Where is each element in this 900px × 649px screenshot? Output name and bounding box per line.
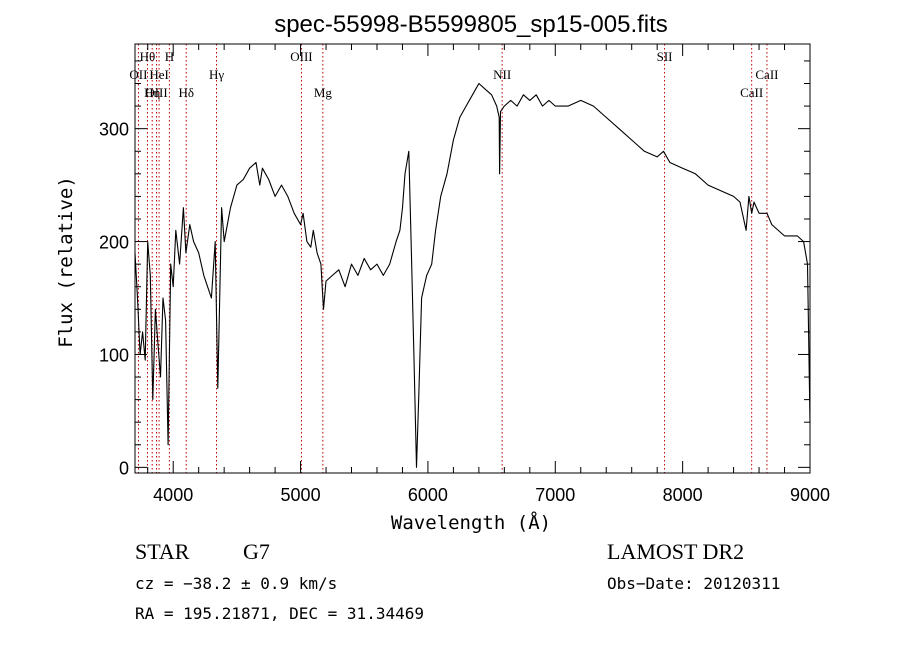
spectral-line-markers: Hθ OII OIII H Hη HeI Hδ Hγ OIII Mg NII SII CaII CaII (129, 44, 779, 473)
spectral-line-label: CaII (740, 85, 763, 100)
y-tick-label: 300 (99, 120, 129, 140)
x-tick-label: 4000 (153, 485, 193, 505)
x-tick-label: 5000 (281, 485, 321, 505)
spectral-line-label: Mg (314, 85, 333, 100)
x-tick-label: 8000 (663, 485, 703, 505)
x-tick-label: 9000 (790, 485, 830, 505)
y-axis-label: Flux (relative) (55, 176, 77, 348)
spectral-line-label: Hη (144, 85, 160, 100)
spectral-line-label: OII (129, 67, 147, 82)
spectral-line-label: Hθ (140, 49, 156, 64)
spectral-line-label: OIII (145, 85, 167, 100)
spectrum-line (134, 82, 811, 468)
spectral-line-label: CaII (755, 67, 778, 82)
obs-date-text: Obs−Date: 20120311 (607, 574, 780, 593)
coordinates-text: RA = 195.21871, DEC = 31.34469 (135, 604, 424, 623)
x-axis-label: Wavelength (Å) (391, 511, 551, 534)
redshift-text: cz = −38.2 ± 0.9 km/s (135, 574, 337, 593)
spectral-line-label: H (165, 49, 174, 64)
y-tick-label: 100 (99, 345, 129, 365)
y-tick-label: 200 (99, 233, 129, 253)
spectral-line-label: SII (657, 49, 673, 64)
y-tick-label: 0 (119, 458, 129, 478)
x-tick-label: 7000 (535, 485, 575, 505)
axis-ticks (135, 44, 811, 473)
axis-tick-labels: 4000 5000 6000 7000 8000 9000 0 100 200 300 (99, 120, 830, 505)
plot-frame (134, 43, 811, 474)
spectral-line-label: Hδ (178, 85, 194, 100)
object-class: STAR (135, 539, 190, 564)
spectral-line-label: OIII (290, 49, 312, 64)
spectral-line-label: Hγ (209, 67, 224, 82)
spectral-line-label: HeI (149, 67, 169, 82)
chart-title: spec-55998-B5599805_sp15-005.fits (274, 11, 668, 38)
x-tick-label: 6000 (408, 485, 448, 505)
object-subclass: G7 (243, 539, 270, 564)
spectral-line-label: NII (493, 67, 511, 82)
survey-name: LAMOST DR2 (607, 539, 744, 564)
